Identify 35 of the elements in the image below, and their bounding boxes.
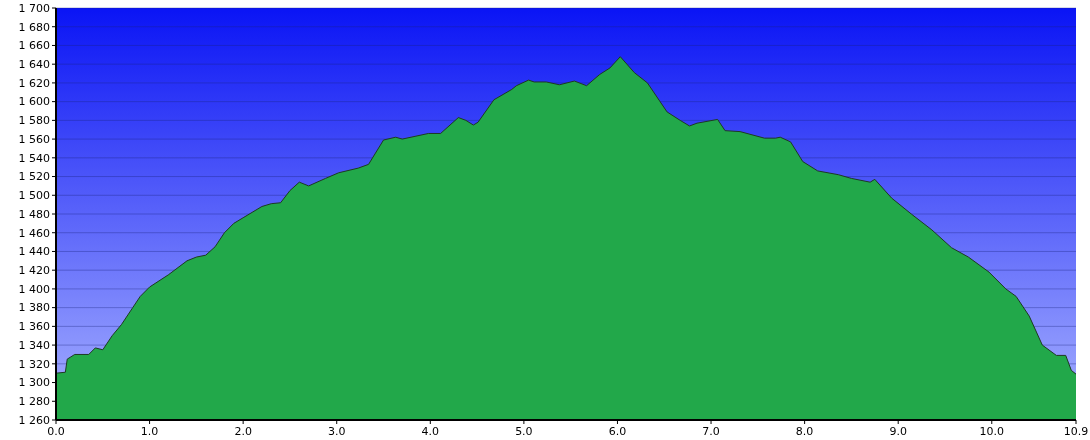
x-tick-label: 8.0: [795, 425, 814, 438]
x-tick-label: 6.0: [608, 425, 627, 438]
x-tick-label: 1.0: [140, 425, 159, 438]
x-tick-label: 3.0: [327, 425, 346, 438]
x-tick-label: 2.0: [234, 425, 252, 438]
y-tick-label: 1 460: [18, 226, 50, 240]
x-tick-label: 10.0: [979, 425, 1005, 438]
y-tick-label: 1 480: [18, 207, 50, 221]
x-tick-label: 7.0: [702, 425, 720, 438]
y-tick-label: 1 540: [18, 151, 50, 165]
y-tick-label: 1 520: [18, 170, 50, 184]
y-tick-label: 1 280: [18, 395, 50, 409]
x-tick-label: 0.0: [47, 425, 65, 438]
x-tick-label: 9.0: [889, 425, 907, 438]
y-tick-label: 1 420: [18, 264, 50, 278]
y-tick-label: 1 340: [18, 338, 50, 352]
y-tick-label: 1 260: [18, 413, 50, 427]
y-tick-label: 1 300: [18, 376, 50, 390]
y-tick-label: 1 600: [18, 95, 50, 109]
y-tick-label: 1 500: [18, 189, 50, 203]
y-tick-label: 1 440: [18, 245, 50, 259]
y-tick-label: 1 360: [18, 320, 50, 334]
y-tick-label: 1 580: [18, 114, 50, 128]
y-tick-label: 1 320: [18, 357, 50, 371]
x-tick-label: 4.0: [421, 425, 440, 438]
y-tick-label: 1 700: [18, 1, 50, 15]
x-tick-label: 10.9: [1063, 425, 1089, 438]
y-tick-label: 1 640: [18, 58, 50, 72]
y-tick-label: 1 620: [18, 76, 50, 90]
x-tick-label: 5.0: [515, 425, 533, 438]
y-tick-label: 1 660: [18, 39, 50, 53]
y-tick-label: 1 400: [18, 282, 50, 296]
y-tick-label: 1 380: [18, 301, 50, 315]
y-tick-label: 1 560: [18, 132, 50, 146]
y-tick-label: 1 680: [18, 20, 50, 34]
